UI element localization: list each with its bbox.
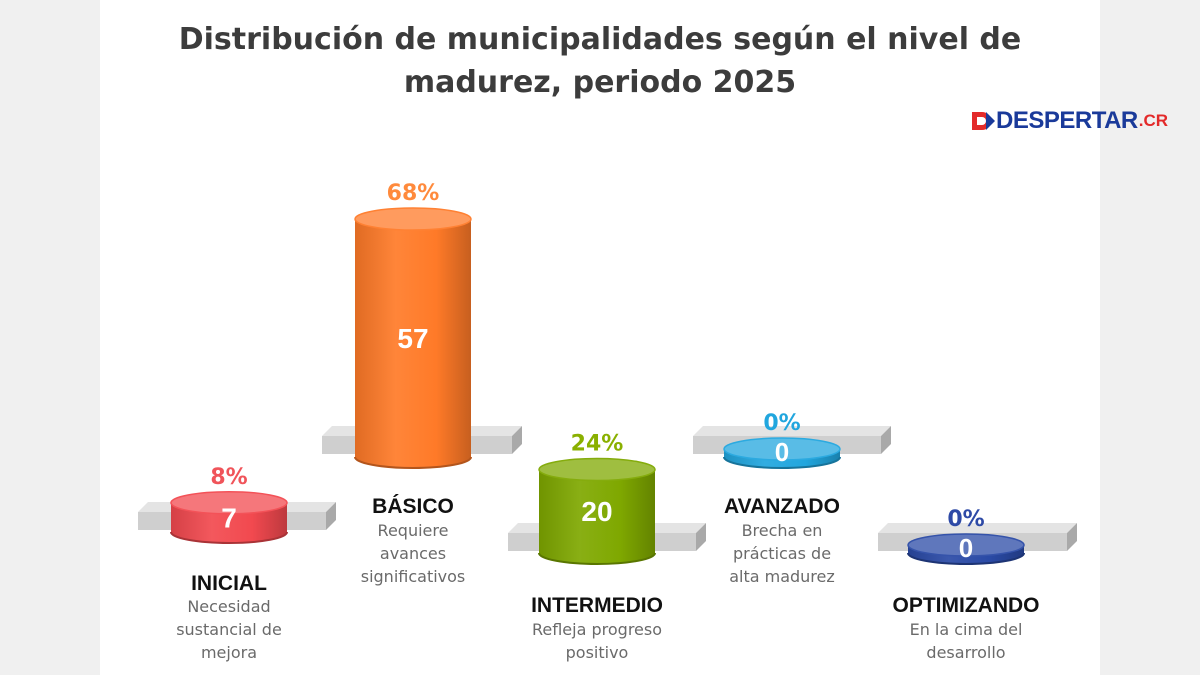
bar-bottom-rim — [907, 552, 1025, 565]
bar-bottom-rim — [354, 456, 472, 469]
percent-label-4: 0% — [947, 507, 984, 532]
value-label-4: 0 — [959, 533, 973, 563]
description-line-0-1: sustancial de — [176, 620, 282, 639]
value-label-2: 20 — [581, 496, 612, 527]
bar-group-3: 00% AVANZADO Brecha en prácticas de alta mad… — [693, 411, 891, 586]
description-line-0-2: mejora — [201, 643, 257, 662]
category-label-0: INICIAL — [191, 572, 267, 595]
platform-top — [693, 426, 891, 436]
platform-side — [881, 426, 891, 454]
percent-label-3: 0% — [763, 411, 800, 436]
chart-title: Distribución de municipalidades según el… — [120, 18, 1080, 104]
value-label-3: 0 — [775, 437, 789, 467]
bar-group-0: 7 8% INICIAL Necesidad sustancial de mejora — [138, 465, 336, 662]
category-label-2: INTERMEDIO — [531, 594, 663, 617]
bar-bottom-rim — [170, 531, 288, 544]
logo-text: DESPERTAR — [996, 107, 1138, 134]
chart-title-line-1: Distribución de municipalidades según el… — [178, 22, 1022, 57]
bar-top — [907, 533, 1025, 557]
logo-suffix: .CR — [1138, 111, 1169, 130]
description-line-3-2: alta madurez — [729, 567, 835, 586]
value-label-0: 7 — [221, 502, 237, 533]
value-label-1: 57 — [397, 323, 428, 354]
bar-bottom-rim — [723, 456, 841, 469]
percent-label-2: 24% — [571, 431, 624, 456]
percent-label-0: 8% — [210, 465, 247, 490]
category-label-1: BÁSICO — [372, 495, 454, 518]
platform-side — [1067, 523, 1077, 551]
description-line-1-1: avances — [380, 544, 446, 563]
d-arrow-logo-icon — [972, 112, 995, 130]
bar-group-1: 57 68% BÁSICO Requiere avances significativos — [322, 181, 522, 586]
description-line-3-0: Brecha en — [742, 521, 823, 540]
platform-side — [326, 502, 336, 530]
description-line-2-0: Refleja progreso — [532, 620, 662, 639]
brand-logo: DESPERTAR .CR — [970, 106, 1168, 136]
percent-label-1: 68% — [387, 181, 440, 206]
bar-top — [723, 437, 841, 461]
bar-top — [170, 491, 288, 515]
bar-top — [354, 207, 472, 231]
description-line-3-1: prácticas de — [733, 544, 831, 563]
bar-group-4: 00% OPTIMIZANDO En la cima del desarrollo — [878, 507, 1077, 662]
bar-intermedio — [539, 469, 655, 564]
bar-top — [538, 457, 656, 482]
description-line-0-0: Necesidad — [187, 597, 270, 616]
bar-bottom-rim — [538, 552, 656, 565]
platform-top — [878, 523, 1077, 533]
bar-group-2: 20 24% INTERMEDIO Refleja progreso positivo — [508, 431, 706, 662]
category-label-3: AVANZADO — [724, 495, 840, 518]
description-line-4-1: desarrollo — [926, 643, 1005, 662]
bar-básico — [355, 219, 471, 468]
platform-side — [696, 523, 706, 551]
description-line-1-2: significativos — [361, 567, 466, 586]
chart-title-line-2: madurez, periodo 2025 — [403, 65, 797, 100]
description-line-4-0: En la cima del — [910, 620, 1023, 639]
platform-side — [512, 426, 522, 454]
category-label-4: OPTIMIZANDO — [893, 594, 1040, 617]
description-line-1-0: Requiere — [378, 521, 449, 540]
description-line-2-1: positivo — [566, 643, 629, 662]
